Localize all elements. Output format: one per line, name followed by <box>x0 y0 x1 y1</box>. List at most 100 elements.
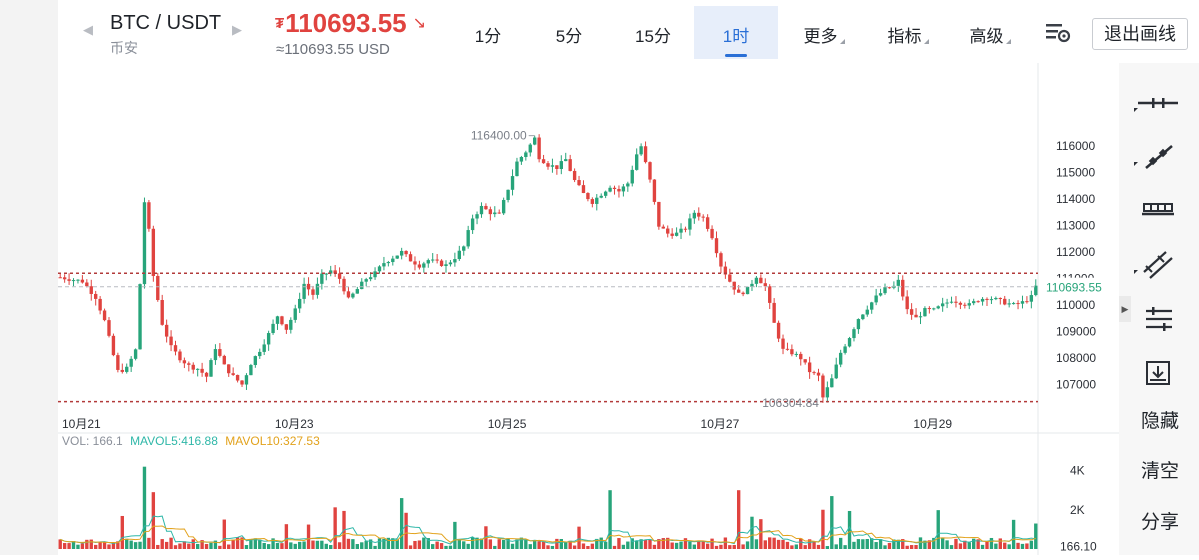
candle-body <box>599 195 603 198</box>
candle-body <box>843 346 847 353</box>
candle-body <box>195 368 200 370</box>
volume-bar <box>195 543 200 549</box>
volume-bar <box>187 543 191 549</box>
candle-body <box>670 233 674 236</box>
volume-bar <box>138 541 142 549</box>
volume-bar <box>621 544 626 549</box>
volume-bar <box>821 509 825 549</box>
ray-line-icon[interactable] <box>1132 140 1184 176</box>
candle-body <box>515 161 519 177</box>
volume-bar <box>329 545 333 549</box>
share-button[interactable]: 分享 <box>1140 512 1179 533</box>
candle-body <box>586 193 590 200</box>
candle-body <box>949 301 954 303</box>
candle-body <box>994 297 998 300</box>
volume-bar <box>391 538 395 549</box>
candle-body <box>1011 303 1016 305</box>
candle-body <box>484 205 488 210</box>
candle-body <box>510 176 515 190</box>
save-drawing-icon[interactable] <box>1132 356 1184 392</box>
volume-bar <box>581 543 586 549</box>
volume-bar <box>714 545 719 549</box>
candle-body <box>333 270 337 274</box>
volume-bar <box>147 537 151 549</box>
candle-body <box>821 375 825 398</box>
tab-advanced[interactable]: 高级 <box>966 22 1014 47</box>
candle-body <box>785 348 790 350</box>
volume-bar <box>612 545 617 549</box>
volume-bar <box>399 498 404 549</box>
volume-bar <box>803 545 807 549</box>
candle-body <box>883 287 887 294</box>
candle-body <box>564 159 568 162</box>
candle-body <box>652 179 657 202</box>
volume-bar <box>284 524 289 549</box>
hide-button[interactable]: 隐藏 <box>1140 411 1179 432</box>
parallel-channel-icon[interactable] <box>1132 248 1184 284</box>
candle-body <box>258 351 262 357</box>
candle-body <box>980 298 985 302</box>
down-trend-icon: ↘ <box>412 15 427 32</box>
tab-indicators[interactable]: 指标 <box>884 22 932 47</box>
next-pair-icon[interactable]: ▶ <box>232 22 242 37</box>
volume-bar <box>883 545 887 549</box>
volume-bar <box>608 490 612 549</box>
candle-body <box>874 295 878 303</box>
candle-body <box>337 273 342 279</box>
active-tab-highlight <box>694 6 778 59</box>
volume-bar <box>617 538 621 549</box>
candle-body <box>368 277 373 280</box>
volume-bar <box>258 539 262 549</box>
collapse-panel-icon[interactable]: ▶ <box>1119 296 1131 322</box>
horizontal-line-icon[interactable] <box>1132 86 1184 122</box>
candle-body <box>71 280 76 282</box>
horizontal-ray-icon[interactable] <box>1132 194 1184 230</box>
volume-bar <box>120 515 124 549</box>
candle-body <box>271 323 275 334</box>
volume-bar <box>998 538 1002 549</box>
volume-bar <box>537 541 541 549</box>
chart-area[interactable]: 1160001150001140001130001120001110001100… <box>58 63 1165 555</box>
candle-body <box>852 329 856 339</box>
current-price-label: 110693.55 <box>1046 281 1102 295</box>
volume-bar <box>160 539 164 549</box>
volume-bar <box>745 541 750 549</box>
tab-more[interactable]: 更多 <box>800 22 848 47</box>
pair-title[interactable]: BTC / USDT <box>110 12 222 34</box>
volume-bar <box>142 466 147 549</box>
tab-1h[interactable]: 1时 <box>722 27 750 46</box>
volume-bar <box>954 538 958 549</box>
tab-5min[interactable]: 5分 <box>555 27 583 46</box>
volume-bar <box>249 540 253 549</box>
candle-body <box>834 364 838 379</box>
candle-body <box>488 209 493 215</box>
candle-body <box>940 303 945 307</box>
volume-bar <box>599 537 603 549</box>
volume-bar <box>697 540 701 549</box>
candle-body <box>719 253 723 267</box>
prev-pair-icon[interactable]: ◀ <box>83 22 93 37</box>
exchange-name: 币安 <box>110 40 138 56</box>
volume-bar <box>289 542 293 549</box>
candle-body <box>289 319 293 330</box>
volume-bar <box>58 539 62 549</box>
candle-body <box>856 319 861 330</box>
candle-body <box>1016 303 1020 305</box>
volume-bar <box>408 545 413 549</box>
chart-settings-icon[interactable] <box>1044 20 1074 46</box>
volume-bar <box>444 545 448 549</box>
tab-indicators-label: 指标 <box>887 27 922 46</box>
candle-body <box>519 157 524 162</box>
clear-button[interactable]: 清空 <box>1140 461 1179 482</box>
candle-body <box>160 299 164 325</box>
candle-body <box>936 306 940 309</box>
candle-body <box>62 277 67 280</box>
tab-1min[interactable]: 1分 <box>474 27 502 46</box>
volume-bar <box>1029 540 1034 549</box>
tab-15min[interactable]: 15分 <box>635 27 671 46</box>
volume-bar <box>679 541 683 549</box>
candle-body <box>364 279 368 282</box>
exit-drawing-button[interactable]: 退出画线 <box>1092 18 1188 50</box>
fib-lines-icon[interactable] <box>1132 302 1184 338</box>
volume-y-tick-1: 2K <box>1070 503 1085 517</box>
